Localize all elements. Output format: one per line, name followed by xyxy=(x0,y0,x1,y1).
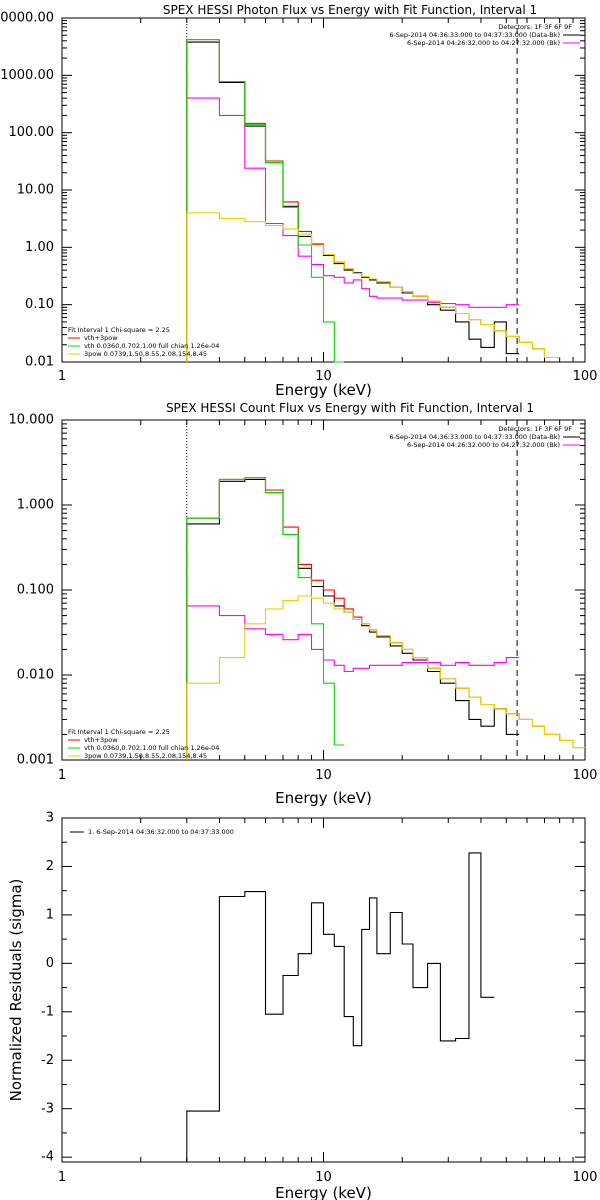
photon-flux-panel: SPEX HESSI Photon Flux vs Energy with Fi… xyxy=(0,3,597,399)
count-flux-ytick-label-3: 1.000 xyxy=(17,498,54,513)
photon-flux-legend-detectors: Detectors: 1F 3F 6F 9F xyxy=(498,23,572,31)
count-flux-legend-data: 6-Sep-2014 04:36:33.000 to 04:37:33.000 … xyxy=(389,433,560,441)
photon-flux-ytick-label-4: 100.00 xyxy=(9,125,55,140)
photon-flux-series xyxy=(186,39,560,363)
residuals-legend-label: 1. 6-Sep-2014 04:36:32.000 to 04:37:33.0… xyxy=(88,828,234,836)
count-flux-xtick-label-1: 10 xyxy=(315,768,332,783)
photon-flux-ytick-label-3: 10.00 xyxy=(17,183,54,198)
residuals-ytick-label-3: -1 xyxy=(41,1004,54,1019)
photon-flux-xtick-label-0: 1 xyxy=(58,369,66,384)
photon-flux-legend-green: vth 0.0360,0.702,1.00 full chian 1.26e-0… xyxy=(84,342,219,350)
photon-flux-xtick-label-2: 100 xyxy=(573,369,598,384)
photon-flux-series-green xyxy=(186,39,345,363)
count-flux-legend-red: vth+3pow xyxy=(84,736,118,744)
photon-flux-legend-bk: 6-Sep-2014 04:26:32.000 to 04:27:32.000 … xyxy=(407,39,560,47)
count-flux-ytick-label-2: 0.100 xyxy=(17,583,54,598)
photon-flux-series-magenta xyxy=(186,97,520,362)
residuals-ticks xyxy=(61,817,585,1162)
residuals-ytick-label-0: -4 xyxy=(41,1150,54,1165)
count-flux-title: SPEX HESSI Count Flux vs Energy with Fit… xyxy=(166,401,534,415)
residuals-ytick-label-1: -3 xyxy=(41,1101,54,1116)
residuals-xtick-label-1: 10 xyxy=(315,1170,332,1185)
photon-flux-xtick-label-1: 10 xyxy=(315,369,332,384)
photon-flux-legend-fit-info: Fit Interval 1 Chi-square = 2.25 xyxy=(68,326,170,334)
count-flux-legend-yellow: 3pow 0.0739,1.50,8.55,2.08,154,8.45 xyxy=(84,752,207,760)
count-flux-ytick-label-1: 0.010 xyxy=(17,668,54,683)
residuals-ytick-label-5: 1 xyxy=(46,908,54,923)
photon-flux-ytick-label-2: 1.00 xyxy=(25,240,54,255)
photon-flux-legend-data: 6-Sep-2014 04:36:33.000 to 04:37:33.000 … xyxy=(389,31,560,39)
photon-flux-legend-red: vth+3pow xyxy=(84,334,118,342)
photon-flux-title: SPEX HESSI Photon Flux vs Energy with Fi… xyxy=(163,3,537,17)
count-flux-series-magenta xyxy=(186,605,520,760)
count-flux-xtick-label-0: 1 xyxy=(58,768,66,783)
count-flux-ticks xyxy=(61,420,585,761)
count-flux-legend-detectors: Detectors: 1F 3F 6F 9F xyxy=(498,425,572,433)
residuals-xtick-label-0: 1 xyxy=(58,1170,66,1185)
count-flux-panel: SPEX HESSI Count Flux vs Energy with Fit… xyxy=(9,401,598,807)
residuals-plot-frame xyxy=(61,817,586,1163)
residuals-ytick-label-6: 2 xyxy=(46,859,54,874)
photon-flux-legend-yellow: 3pow 0.0739,1.50,8.55,2.08,154,8.45 xyxy=(84,350,207,358)
photon-flux-ytick-label-6: 10000.00 xyxy=(0,11,54,26)
residuals-series-black xyxy=(186,852,495,1162)
count-flux-vlines xyxy=(186,420,518,760)
photon-flux-vlines xyxy=(186,18,518,362)
photon-flux-series-yellow xyxy=(186,212,560,362)
residuals-series xyxy=(186,852,495,1162)
residuals-ylabel: Normalized Residuals (sigma) xyxy=(7,879,25,1102)
count-flux-series xyxy=(186,477,585,760)
photon-flux-xlabel: Energy (keV) xyxy=(275,381,372,399)
count-flux-ytick-label-4: 10.000 xyxy=(9,413,55,428)
photon-flux-ytick-label-1: 0.10 xyxy=(25,297,54,312)
residuals-xtick-label-2: 100 xyxy=(573,1170,598,1185)
count-flux-xlabel: Energy (keV) xyxy=(275,789,372,807)
count-flux-xtick-label-2: 100 xyxy=(573,768,598,783)
photon-flux-ticks xyxy=(61,18,585,363)
count-flux-legend-fit-info: Fit Interval 1 Chi-square = 2.25 xyxy=(68,728,170,736)
residuals-ytick-label-4: 0 xyxy=(46,956,54,971)
residuals-ytick-label-2: -2 xyxy=(41,1053,54,1068)
residuals-ytick-label-7: 3 xyxy=(46,811,54,826)
count-flux-series-yellow xyxy=(186,595,585,760)
photon-flux-ytick-label-0: 0.01 xyxy=(25,355,54,370)
photon-flux-series-red xyxy=(186,39,560,362)
count-flux-series-green xyxy=(186,477,345,760)
photon-flux-ytick-label-5: 1000.00 xyxy=(0,68,54,83)
count-flux-legend-bk: 6-Sep-2014 04:26:32.000 to 04:27:32.000 … xyxy=(407,441,560,449)
residuals-xlabel: Energy (keV) xyxy=(275,1184,372,1200)
count-flux-ytick-label-0: 0.001 xyxy=(17,753,54,768)
residuals-panel: 1 10 100 -4 -3 -2 -1 0 1 2 3 Energy (keV… xyxy=(7,811,597,1200)
count-flux-legend-green: vth 0.0360,0.702,1.00 full chian 1.26e-0… xyxy=(84,744,219,752)
count-flux-series-red xyxy=(186,477,585,760)
